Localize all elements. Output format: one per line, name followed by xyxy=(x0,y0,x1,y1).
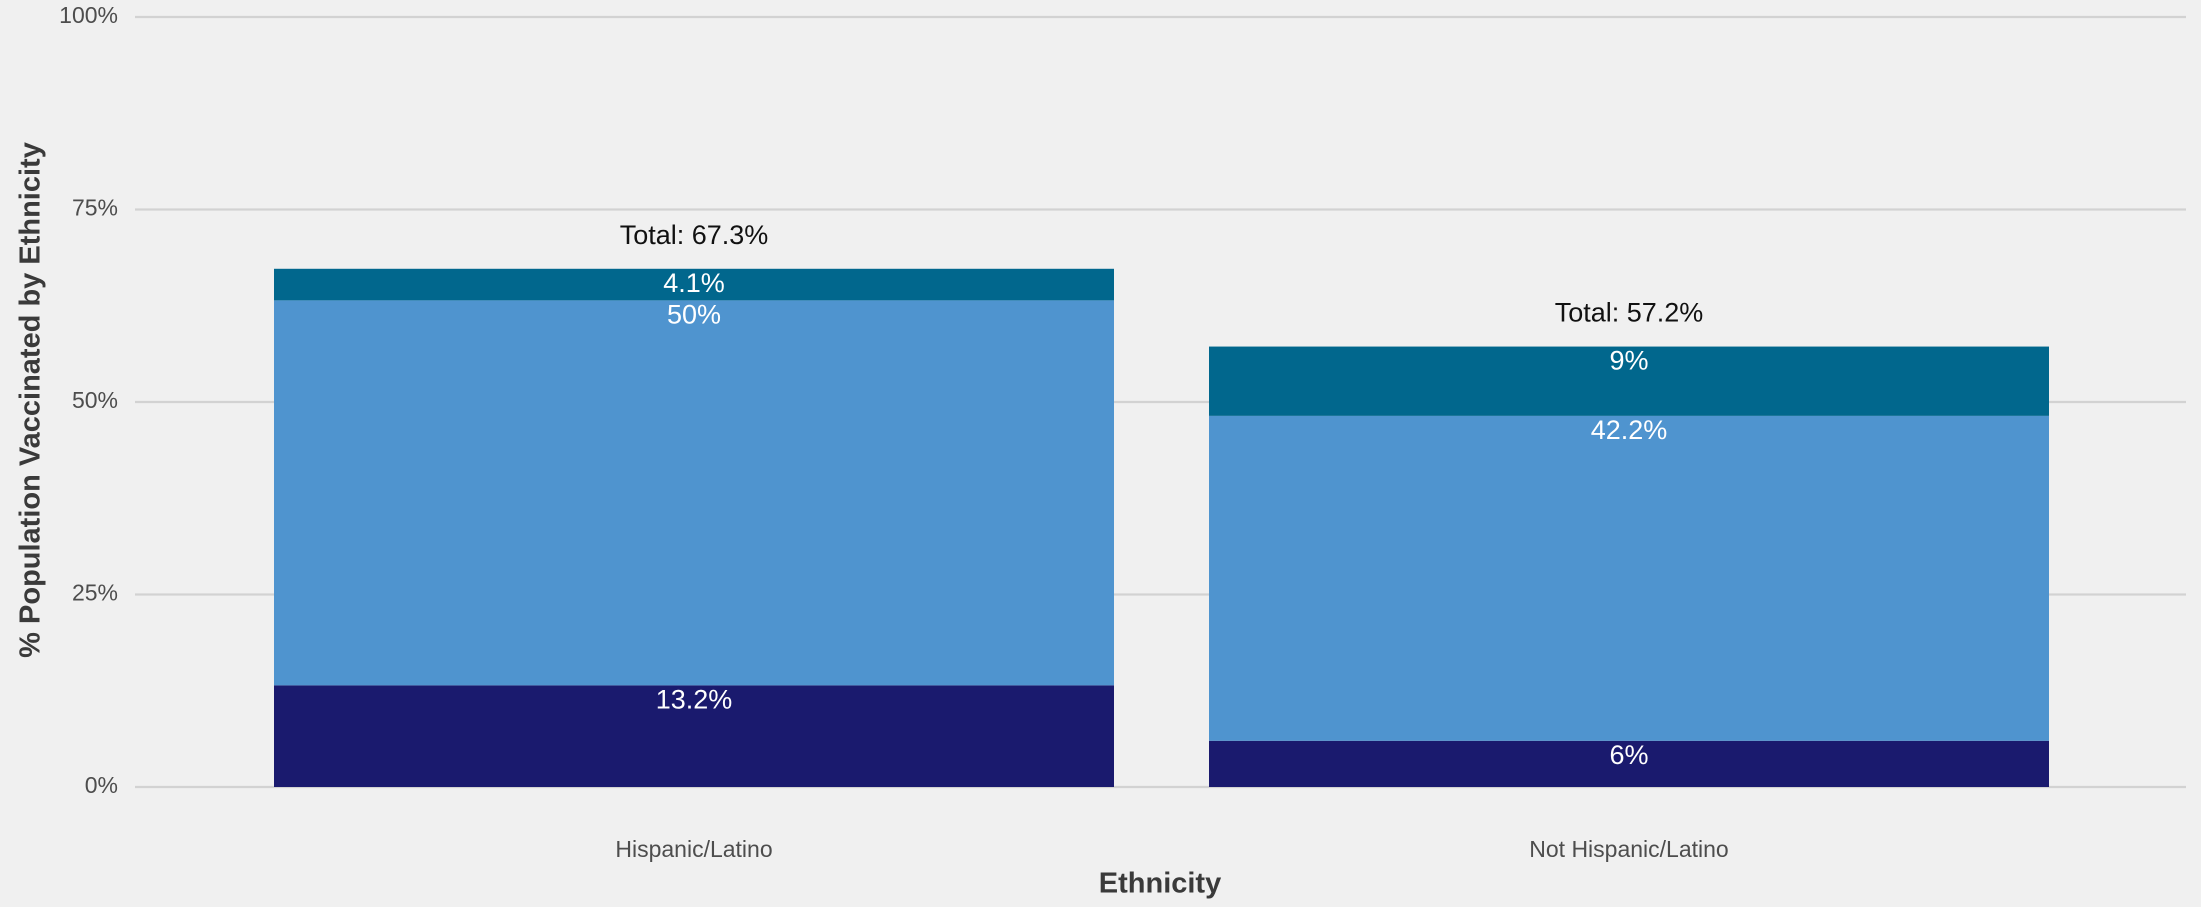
axes: 0% 25% 50% 75% 100% Hispanic/Latino Not Hispan… xyxy=(59,2,1729,862)
segment-value-label: 13.2% xyxy=(656,684,733,714)
segment-value-label: 4.1% xyxy=(663,268,725,298)
total-label: Total: 57.2% xyxy=(1555,298,1704,328)
segment-value-label: 42.2% xyxy=(1591,415,1668,445)
data-labels: 13.2% 50%4.1% Total: 67.3% 6% 42.2% 9% Total: … xyxy=(620,220,1704,770)
bar-segment xyxy=(274,300,1114,686)
bar-segment xyxy=(1209,415,2049,741)
y-tick-label: 0% xyxy=(85,772,118,798)
bars xyxy=(274,268,2049,787)
y-tick-label: 100% xyxy=(59,2,118,28)
segment-value-label: 50% xyxy=(667,299,721,329)
segment-value-label: 6% xyxy=(1609,740,1648,770)
x-tick-label: Hispanic/Latino xyxy=(615,836,772,862)
y-tick-label: 25% xyxy=(72,580,118,606)
bar-segment xyxy=(1209,346,2049,416)
bar-segment xyxy=(274,268,1114,301)
bar-segment xyxy=(274,685,1114,787)
y-axis-title: % Population Vaccinated by Ethnicity xyxy=(15,142,47,658)
bar-segment xyxy=(1209,740,2049,787)
total-label: Total: 67.3% xyxy=(620,220,769,250)
x-axis-title: Ethnicity xyxy=(1099,868,1221,900)
segment-value-label: 9% xyxy=(1609,346,1648,376)
y-tick-label: 50% xyxy=(72,387,118,413)
x-tick-label: Not Hispanic/Latino xyxy=(1529,836,1728,862)
y-tick-label: 75% xyxy=(72,195,118,221)
